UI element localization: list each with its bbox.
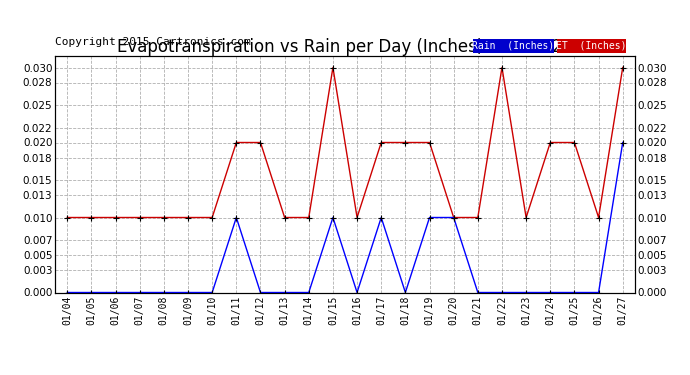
- FancyBboxPatch shape: [557, 39, 626, 53]
- Text: ET  (Inches): ET (Inches): [556, 40, 627, 51]
- Title: Evapotranspiration vs Rain per Day (Inches) 20150128: Evapotranspiration vs Rain per Day (Inch…: [117, 38, 573, 56]
- FancyBboxPatch shape: [473, 39, 553, 53]
- Text: Rain  (Inches): Rain (Inches): [472, 40, 554, 51]
- Text: Copyright 2015 Cartronics.com: Copyright 2015 Cartronics.com: [55, 37, 251, 47]
